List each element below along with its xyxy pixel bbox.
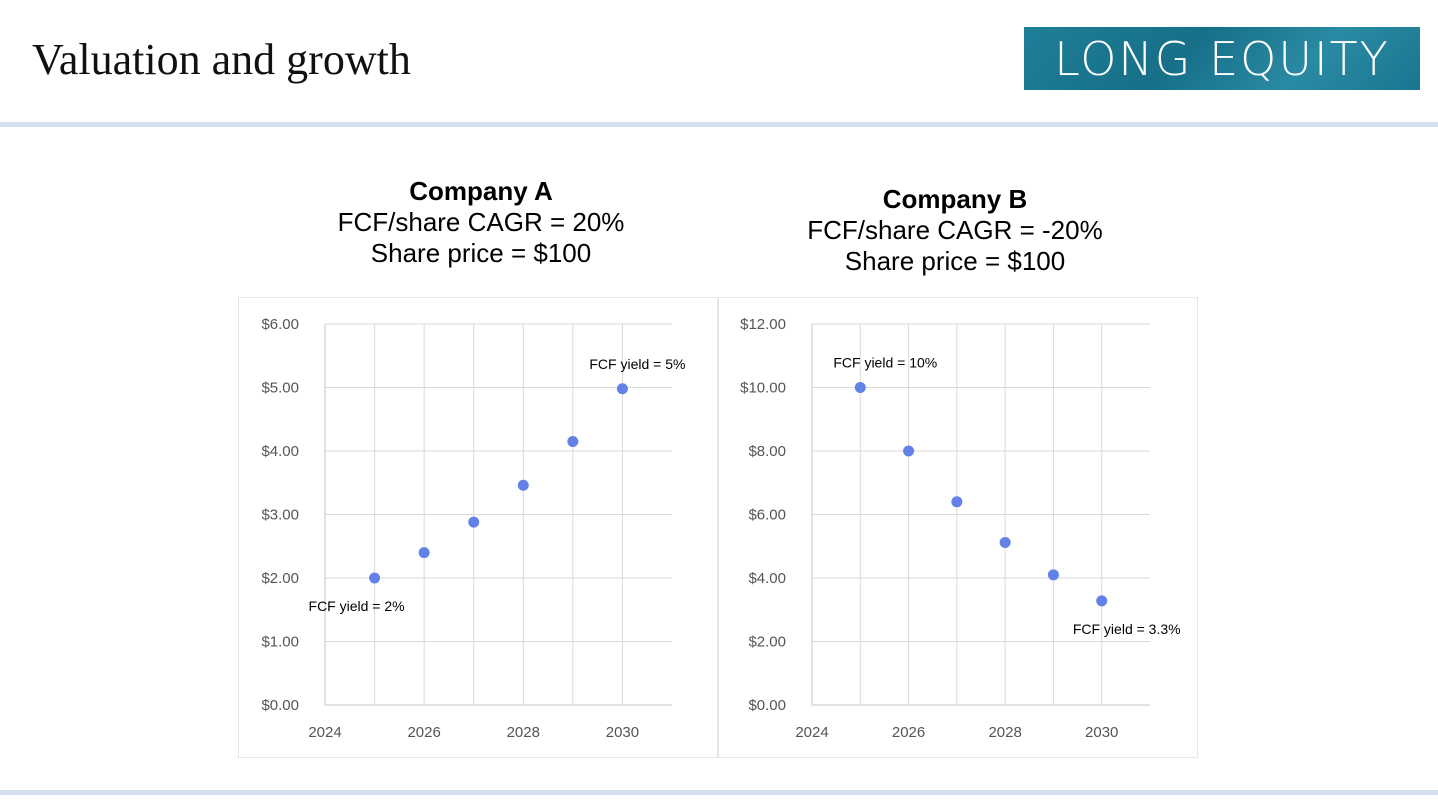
- x-tick-label: 2024: [308, 724, 341, 741]
- y-tick-label: $4.00: [748, 570, 786, 587]
- chart-b-heading: Company B FCF/share CAGR = -20% Share pr…: [745, 184, 1165, 277]
- data-point: [369, 572, 381, 584]
- data-point: [616, 383, 628, 395]
- chart-a: $0.00 $1.00 $2.00 $3.00 $4.00 $5.00 $6.00 2024 2…: [238, 297, 718, 758]
- data-point: [854, 382, 866, 393]
- chart-b-title: Company B: [882, 184, 1028, 214]
- point-annotation: FCF yield = 5%: [589, 356, 685, 372]
- point-annotation: FCF yield = 3.3%: [1073, 621, 1181, 637]
- chart-frame: [718, 297, 1198, 758]
- y-tick-label: $12.00: [740, 316, 786, 333]
- y-tick-label: $2.00: [748, 634, 786, 651]
- y-tick-label: $10.00: [740, 380, 786, 397]
- slide-title: Valuation and growth: [32, 35, 411, 84]
- chart-frame: [238, 297, 718, 758]
- long-equity-logo: LONG EQUITY: [1024, 27, 1420, 90]
- point-annotation: FCF yield = 2%: [309, 598, 405, 614]
- data-point: [1096, 595, 1108, 607]
- data-point: [1047, 569, 1059, 581]
- chart-a-title: Company A: [409, 176, 553, 206]
- chart-b: $0.00 $2.00 $4.00 $6.00 $8.00 $10.00 $12.00 202…: [718, 297, 1198, 758]
- y-tick-label: $8.00: [748, 443, 786, 460]
- data-point: [951, 496, 963, 508]
- y-tick-label: $6.00: [748, 507, 786, 524]
- logo-text: LONG EQUITY: [1054, 31, 1390, 86]
- footer-divider: [0, 790, 1438, 795]
- data-point: [567, 435, 579, 447]
- y-tick-label: $6.00: [261, 316, 299, 333]
- chart-a-heading: Company A FCF/share CAGR = 20% Share pri…: [271, 176, 691, 269]
- x-tick-label: 2030: [1085, 724, 1118, 741]
- point-annotation: FCF yield = 10%: [833, 355, 937, 371]
- chart-a-subtitle-1: FCF/share CAGR = 20%: [337, 207, 625, 237]
- chart-b-subtitle-1: FCF/share CAGR = -20%: [807, 215, 1103, 245]
- y-tick-label: $1.00: [261, 634, 299, 651]
- x-tick-label: 2030: [606, 724, 639, 741]
- x-tick-label: 2026: [407, 724, 440, 741]
- y-tick-label: $3.00: [261, 507, 299, 524]
- data-point: [999, 536, 1011, 548]
- data-point: [903, 445, 915, 457]
- data-point: [517, 479, 529, 491]
- x-tick-label: 2028: [988, 724, 1021, 741]
- y-tick-label: $0.00: [261, 697, 299, 714]
- y-tick-label: $0.00: [748, 697, 786, 714]
- x-tick-label: 2028: [507, 724, 540, 741]
- data-point: [418, 547, 430, 559]
- x-tick-label: 2026: [892, 724, 925, 741]
- y-tick-label: $5.00: [261, 380, 299, 397]
- x-tick-label: 2024: [795, 724, 828, 741]
- chart-a-subtitle-2: Share price = $100: [370, 238, 592, 268]
- y-tick-label: $4.00: [261, 443, 299, 460]
- y-tick-label: $2.00: [261, 570, 299, 587]
- data-point: [468, 516, 480, 528]
- header-divider: [0, 122, 1438, 127]
- chart-b-subtitle-2: Share price = $100: [844, 246, 1066, 276]
